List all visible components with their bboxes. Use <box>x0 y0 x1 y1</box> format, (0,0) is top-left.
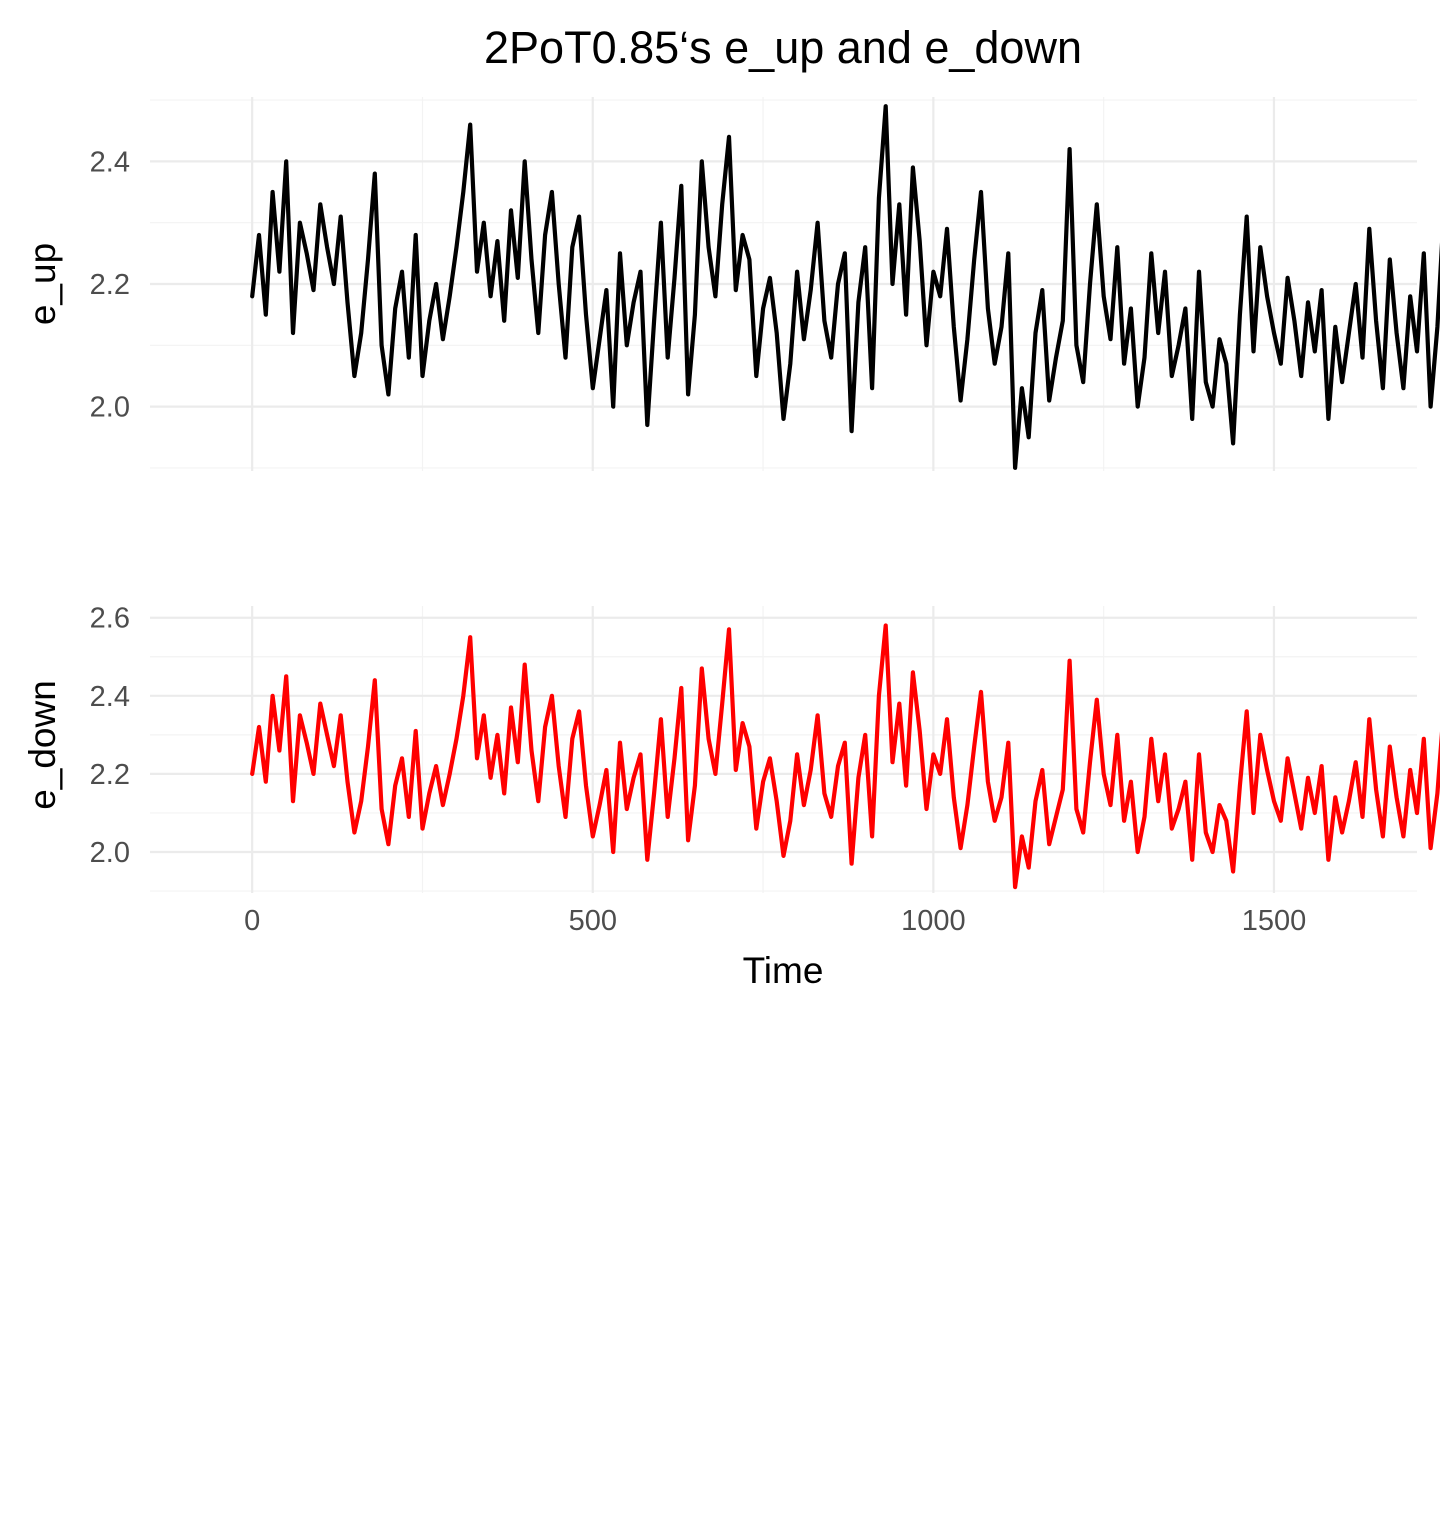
y-tick-label: 2.4 <box>90 146 130 178</box>
y-tick-label: 2.0 <box>90 392 130 424</box>
series-line-e-up <box>250 104 1440 470</box>
chart-title: 2PoT0.85‘s e_up and e_down <box>484 22 1082 73</box>
y-tick-label: 2.0 <box>90 837 130 869</box>
x-tick-label: 0 <box>244 905 260 937</box>
y-tick-label: 2.2 <box>90 269 130 301</box>
y-tick-label: 2.6 <box>90 603 130 635</box>
x-axis-title: Time <box>743 950 824 991</box>
y-tick-label: 2.4 <box>90 681 130 713</box>
x-tick-label: 1000 <box>901 905 966 937</box>
x-tick-label: 500 <box>569 905 617 937</box>
y-axis-title: e_up <box>22 243 63 325</box>
y-axis-title: e_down <box>22 680 63 810</box>
panel-e-up: 2.0 2.2 2.4 e_up <box>22 97 1440 471</box>
series-line-e-down <box>250 623 1440 890</box>
panel-e-down: 2.0 2.2 2.4 2.6 0 500 1000 1500 e_down <box>22 603 1440 937</box>
y-tick-label: 2.2 <box>90 759 130 791</box>
x-tick-label: 1500 <box>1242 905 1307 937</box>
